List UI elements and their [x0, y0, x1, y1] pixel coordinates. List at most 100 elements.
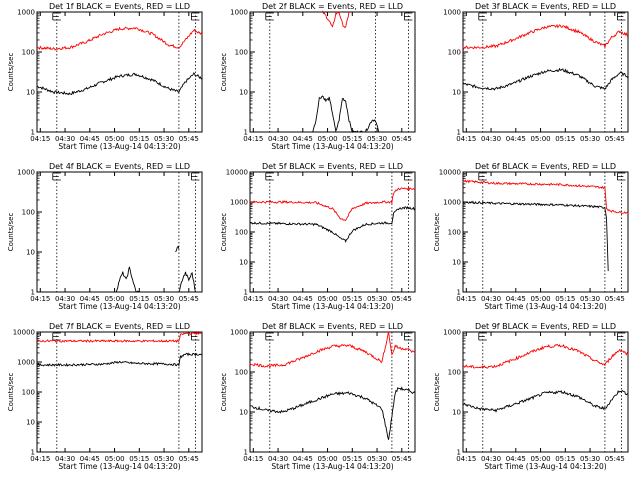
y-axis-label: Counts/sec: [220, 213, 228, 252]
marker-flag-icon: [52, 172, 61, 181]
x-tick-label: 04:45: [293, 135, 313, 143]
x-tick-label: 05:15: [555, 455, 575, 463]
y-tick-label: 1: [244, 129, 248, 137]
x-tick-label: 05:45: [605, 135, 625, 143]
x-tick-label: 04:15: [243, 455, 263, 463]
x-tick-label: 04:15: [243, 135, 263, 143]
x-tick-label: 04:15: [243, 295, 263, 303]
x-tick-label: 04:30: [268, 455, 288, 463]
x-tick-label: 05:30: [580, 295, 600, 303]
events-series-line: [249, 205, 416, 244]
lld-series-line: [462, 343, 629, 369]
plot-frame: [36, 331, 203, 453]
y-tick-label: 1: [457, 449, 461, 457]
x-tick-label: 05:30: [154, 295, 174, 303]
events-series-line: [249, 386, 416, 440]
x-tick-label: 05:15: [342, 135, 362, 143]
x-axis-label: Start Time (13-Aug-14 04:13:20): [58, 462, 180, 471]
x-tick-label: 04:45: [506, 455, 526, 463]
y-tick-label: 100: [448, 369, 461, 377]
plot-frame: [462, 171, 629, 293]
plot-frame: [36, 171, 203, 293]
x-tick-label: 05:30: [154, 135, 174, 143]
x-tick-label: 05:00: [104, 135, 124, 143]
x-axis-label: Start Time (13-Aug-14 04:13:20): [58, 142, 180, 151]
x-tick-label: 05:30: [154, 455, 174, 463]
panel-3: Det 3f BLACK = Events, RED = LLD 1 10 100 10…: [443, 2, 629, 143]
y-tick-label: 10000: [13, 329, 35, 337]
marker-flag-icon: [478, 12, 487, 21]
plot-frame: [249, 331, 416, 453]
lld-series-line: [462, 179, 629, 214]
plot-frame: [462, 331, 629, 453]
y-axis-label: Counts/sec: [220, 53, 228, 92]
x-tick-label: 05:15: [555, 135, 575, 143]
y-tick-label: 1000: [230, 9, 248, 17]
x-tick-label: 05:45: [605, 455, 625, 463]
x-axis-label: Start Time (13-Aug-14 04:13:20): [58, 302, 180, 311]
x-tick-label: 05:45: [179, 455, 199, 463]
x-tick-label: 05:15: [342, 295, 362, 303]
lld-series-line: [36, 331, 203, 343]
lld-series-line: [36, 26, 203, 51]
marker-flag-icon: [265, 12, 274, 21]
plot-frame: [36, 11, 203, 133]
y-tick-label: 100: [22, 49, 35, 57]
x-tick-label: 04:30: [55, 455, 75, 463]
y-tick-label: 1000: [443, 199, 461, 207]
x-tick-label: 05:30: [580, 455, 600, 463]
panel-title: Det 9f BLACK = Events, RED = LLD: [475, 322, 616, 331]
x-tick-label: 05:00: [104, 455, 124, 463]
marker-flag-icon: [478, 332, 487, 341]
events-series-line: [462, 67, 629, 91]
y-tick-label: 10: [239, 89, 248, 97]
y-axis-label: Counts/sec: [220, 373, 228, 412]
panel-title: Det 7f BLACK = Events, RED = LLD: [49, 322, 190, 331]
y-axis-label: Counts/sec: [433, 373, 441, 412]
y-tick-label: 10: [26, 419, 35, 427]
y-tick-label: 1: [457, 129, 461, 137]
x-tick-label: 04:30: [481, 295, 501, 303]
panel-title: Det 5f BLACK = Events, RED = LLD: [262, 162, 403, 171]
y-tick-label: 1: [244, 289, 248, 297]
y-tick-label: 1000: [17, 359, 35, 367]
x-tick-label: 05:00: [317, 455, 337, 463]
y-tick-label: 100: [448, 49, 461, 57]
x-tick-label: 05:30: [367, 295, 387, 303]
x-tick-label: 04:45: [80, 455, 100, 463]
x-tick-label: 05:00: [530, 295, 550, 303]
plot-frame: [249, 11, 416, 133]
x-tick-label: 05:00: [530, 455, 550, 463]
x-axis-label: Start Time (13-Aug-14 04:13:20): [271, 302, 393, 311]
x-tick-label: 05:45: [392, 135, 412, 143]
marker-flag-icon: [52, 332, 61, 341]
y-tick-label: 1: [457, 289, 461, 297]
y-tick-label: 1: [244, 449, 248, 457]
x-tick-label: 05:15: [129, 295, 149, 303]
x-tick-label: 05:00: [317, 295, 337, 303]
panel-6: Det 6f BLACK = Events, RED = LLD 1 10 100 10…: [433, 162, 629, 311]
panel-2: Det 2f BLACK = Events, RED = LLD 1 10 100 10…: [220, 2, 416, 151]
x-tick-label: 05:45: [605, 295, 625, 303]
y-tick-label: 1000: [17, 9, 35, 17]
y-tick-label: 100: [235, 229, 248, 237]
y-tick-label: 100: [22, 389, 35, 397]
y-tick-label: 10000: [439, 169, 461, 177]
panel-7: Det 7f BLACK = Events, RED = LLD 1 10 100 10…: [7, 322, 203, 471]
x-tick-label: 05:30: [367, 135, 387, 143]
x-tick-label: 05:15: [129, 135, 149, 143]
y-tick-label: 10: [26, 249, 35, 257]
marker-flag-icon: [191, 12, 200, 21]
x-axis-label: Start Time (13-Aug-14 04:13:20): [271, 462, 393, 471]
x-tick-label: 05:45: [179, 135, 199, 143]
x-tick-label: 04:15: [456, 295, 476, 303]
y-tick-label: 1000: [230, 199, 248, 207]
panel-5: Det 5f BLACK = Events, RED = LLD 1 10 100 10…: [220, 162, 416, 311]
x-axis-label: Start Time (13-Aug-14 04:13:20): [271, 142, 393, 151]
x-tick-label: 05:00: [104, 295, 124, 303]
panel-4: Det 4f BLACK = Events, RED = LLD 1 10 100 10…: [7, 162, 203, 311]
y-tick-label: 1000: [17, 169, 35, 177]
x-tick-label: 04:15: [30, 295, 50, 303]
lld-series-line: [249, 331, 416, 368]
marker-flag-icon: [191, 172, 200, 181]
